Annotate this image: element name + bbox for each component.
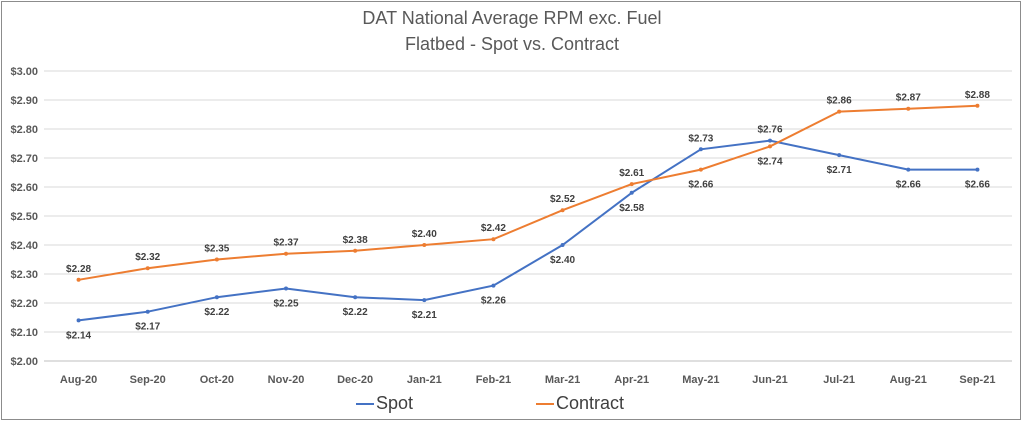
data-label-contract: $2.35: [204, 244, 229, 255]
data-label-spot: $2.25: [273, 299, 298, 310]
data-label-contract: $2.38: [343, 235, 368, 246]
x-tick-label: Jun-21: [752, 374, 787, 386]
data-point-spot: [353, 295, 358, 300]
series-line-spot: [78, 139, 978, 322]
x-tick-label: May-21: [682, 374, 719, 386]
data-label-contract: $2.42: [481, 223, 506, 234]
chart-subtitle: Flatbed - Spot vs. Contract: [404, 34, 620, 54]
data-label-contract: $2.61: [619, 168, 644, 179]
data-point-spot: [975, 167, 980, 172]
y-tick-label: $2.30: [10, 269, 38, 281]
data-label-spot: $2.71: [827, 165, 852, 176]
data-point-contract: [560, 208, 565, 213]
data-label-spot: $2.66: [965, 180, 990, 191]
x-tick-label: Nov-20: [268, 374, 305, 386]
data-point-contract: [145, 266, 150, 271]
data-point-spot: [629, 190, 634, 195]
legend-item-spot: Spot: [356, 393, 413, 414]
data-label-spot: $2.22: [343, 307, 368, 318]
data-point-contract: [422, 243, 427, 247]
data-label-contract: $2.28: [66, 264, 91, 275]
data-label-spot: $2.76: [757, 125, 782, 136]
data-point-contract: [284, 251, 288, 256]
data-point-contract: [975, 103, 980, 108]
data-point-contract: [768, 144, 772, 149]
x-tick-label: Sep-20: [130, 374, 166, 386]
x-tick-label: Apr-21: [614, 374, 649, 386]
y-tick-label: $2.10: [10, 327, 38, 339]
data-point-contract: [76, 277, 81, 282]
data-label-spot: $2.21: [412, 310, 437, 321]
data-point-spot: [698, 147, 703, 152]
y-tick-label: $2.90: [10, 95, 38, 107]
data-point-contract: [629, 182, 634, 187]
y-tick-label: $2.50: [10, 211, 38, 223]
data-point-contract: [698, 167, 703, 172]
data-point-spot: [491, 283, 496, 288]
x-tick-label: Aug-20: [60, 374, 97, 386]
x-tick-label: Feb-21: [476, 374, 511, 386]
y-tick-label: $2.70: [10, 153, 38, 165]
x-tick-label: Jul-21: [823, 374, 855, 386]
data-label-contract: $2.88: [965, 90, 990, 101]
x-tick-label: Jan-21: [407, 374, 442, 386]
y-tick-label: $2.80: [10, 124, 38, 136]
x-tick-label: Oct-20: [200, 374, 234, 386]
data-label-spot: $2.14: [66, 330, 91, 341]
data-point-contract: [837, 109, 842, 114]
data-label-contract: $2.86: [827, 96, 852, 107]
data-label-contract: $2.66: [688, 180, 713, 191]
data-point-spot: [145, 309, 150, 314]
y-tick-label: $2.00: [10, 356, 38, 368]
data-point-contract: [353, 248, 358, 253]
data-label-spot: $2.58: [619, 203, 644, 214]
y-tick-label: $2.20: [10, 298, 38, 310]
y-tick-label: $2.60: [10, 182, 38, 194]
data-point-contract: [491, 237, 496, 242]
x-tick-label: Mar-21: [545, 374, 580, 386]
legend-swatch-spot: [356, 402, 374, 405]
data-point-spot: [906, 167, 911, 172]
data-point-spot: [768, 138, 772, 143]
legend-swatch-contract: [536, 402, 554, 405]
legend-label-spot: Spot: [376, 393, 414, 413]
x-tick-label: Sep-21: [959, 374, 995, 386]
data-label-spot: $2.26: [481, 296, 506, 307]
data-point-contract: [906, 106, 911, 111]
series-line-contract: [78, 104, 978, 281]
data-point-spot: [214, 295, 219, 300]
data-label-spot: $2.22: [204, 307, 229, 318]
data-point-spot: [284, 286, 288, 291]
data-point-spot: [837, 153, 842, 158]
data-label-contract: $2.40: [412, 229, 437, 240]
x-tick-label: Dec-20: [337, 374, 373, 386]
chart-title: DAT National Average RPM exc. Fuel: [362, 8, 662, 28]
data-point-spot: [422, 298, 427, 303]
data-point-spot: [76, 318, 81, 323]
y-tick-label: $2.40: [10, 240, 38, 252]
data-label-contract: $2.52: [550, 194, 575, 205]
y-tick-label: $3.00: [10, 66, 38, 78]
data-label-spot: $2.40: [550, 255, 575, 266]
data-label-spot: $2.66: [896, 180, 921, 191]
data-label-contract: $2.74: [757, 156, 782, 167]
data-label-contract: $2.87: [896, 93, 921, 104]
data-label-spot: $2.17: [135, 322, 160, 333]
data-point-contract: [214, 257, 219, 262]
data-label-contract: $2.32: [135, 252, 160, 263]
legend-label-contract: Contract: [556, 393, 625, 413]
data-label-contract: $2.37: [273, 238, 298, 249]
legend-item-contract: Contract: [536, 393, 624, 414]
x-tick-label: Aug-21: [890, 374, 927, 386]
data-label-spot: $2.73: [688, 133, 713, 144]
data-point-spot: [560, 243, 565, 247]
